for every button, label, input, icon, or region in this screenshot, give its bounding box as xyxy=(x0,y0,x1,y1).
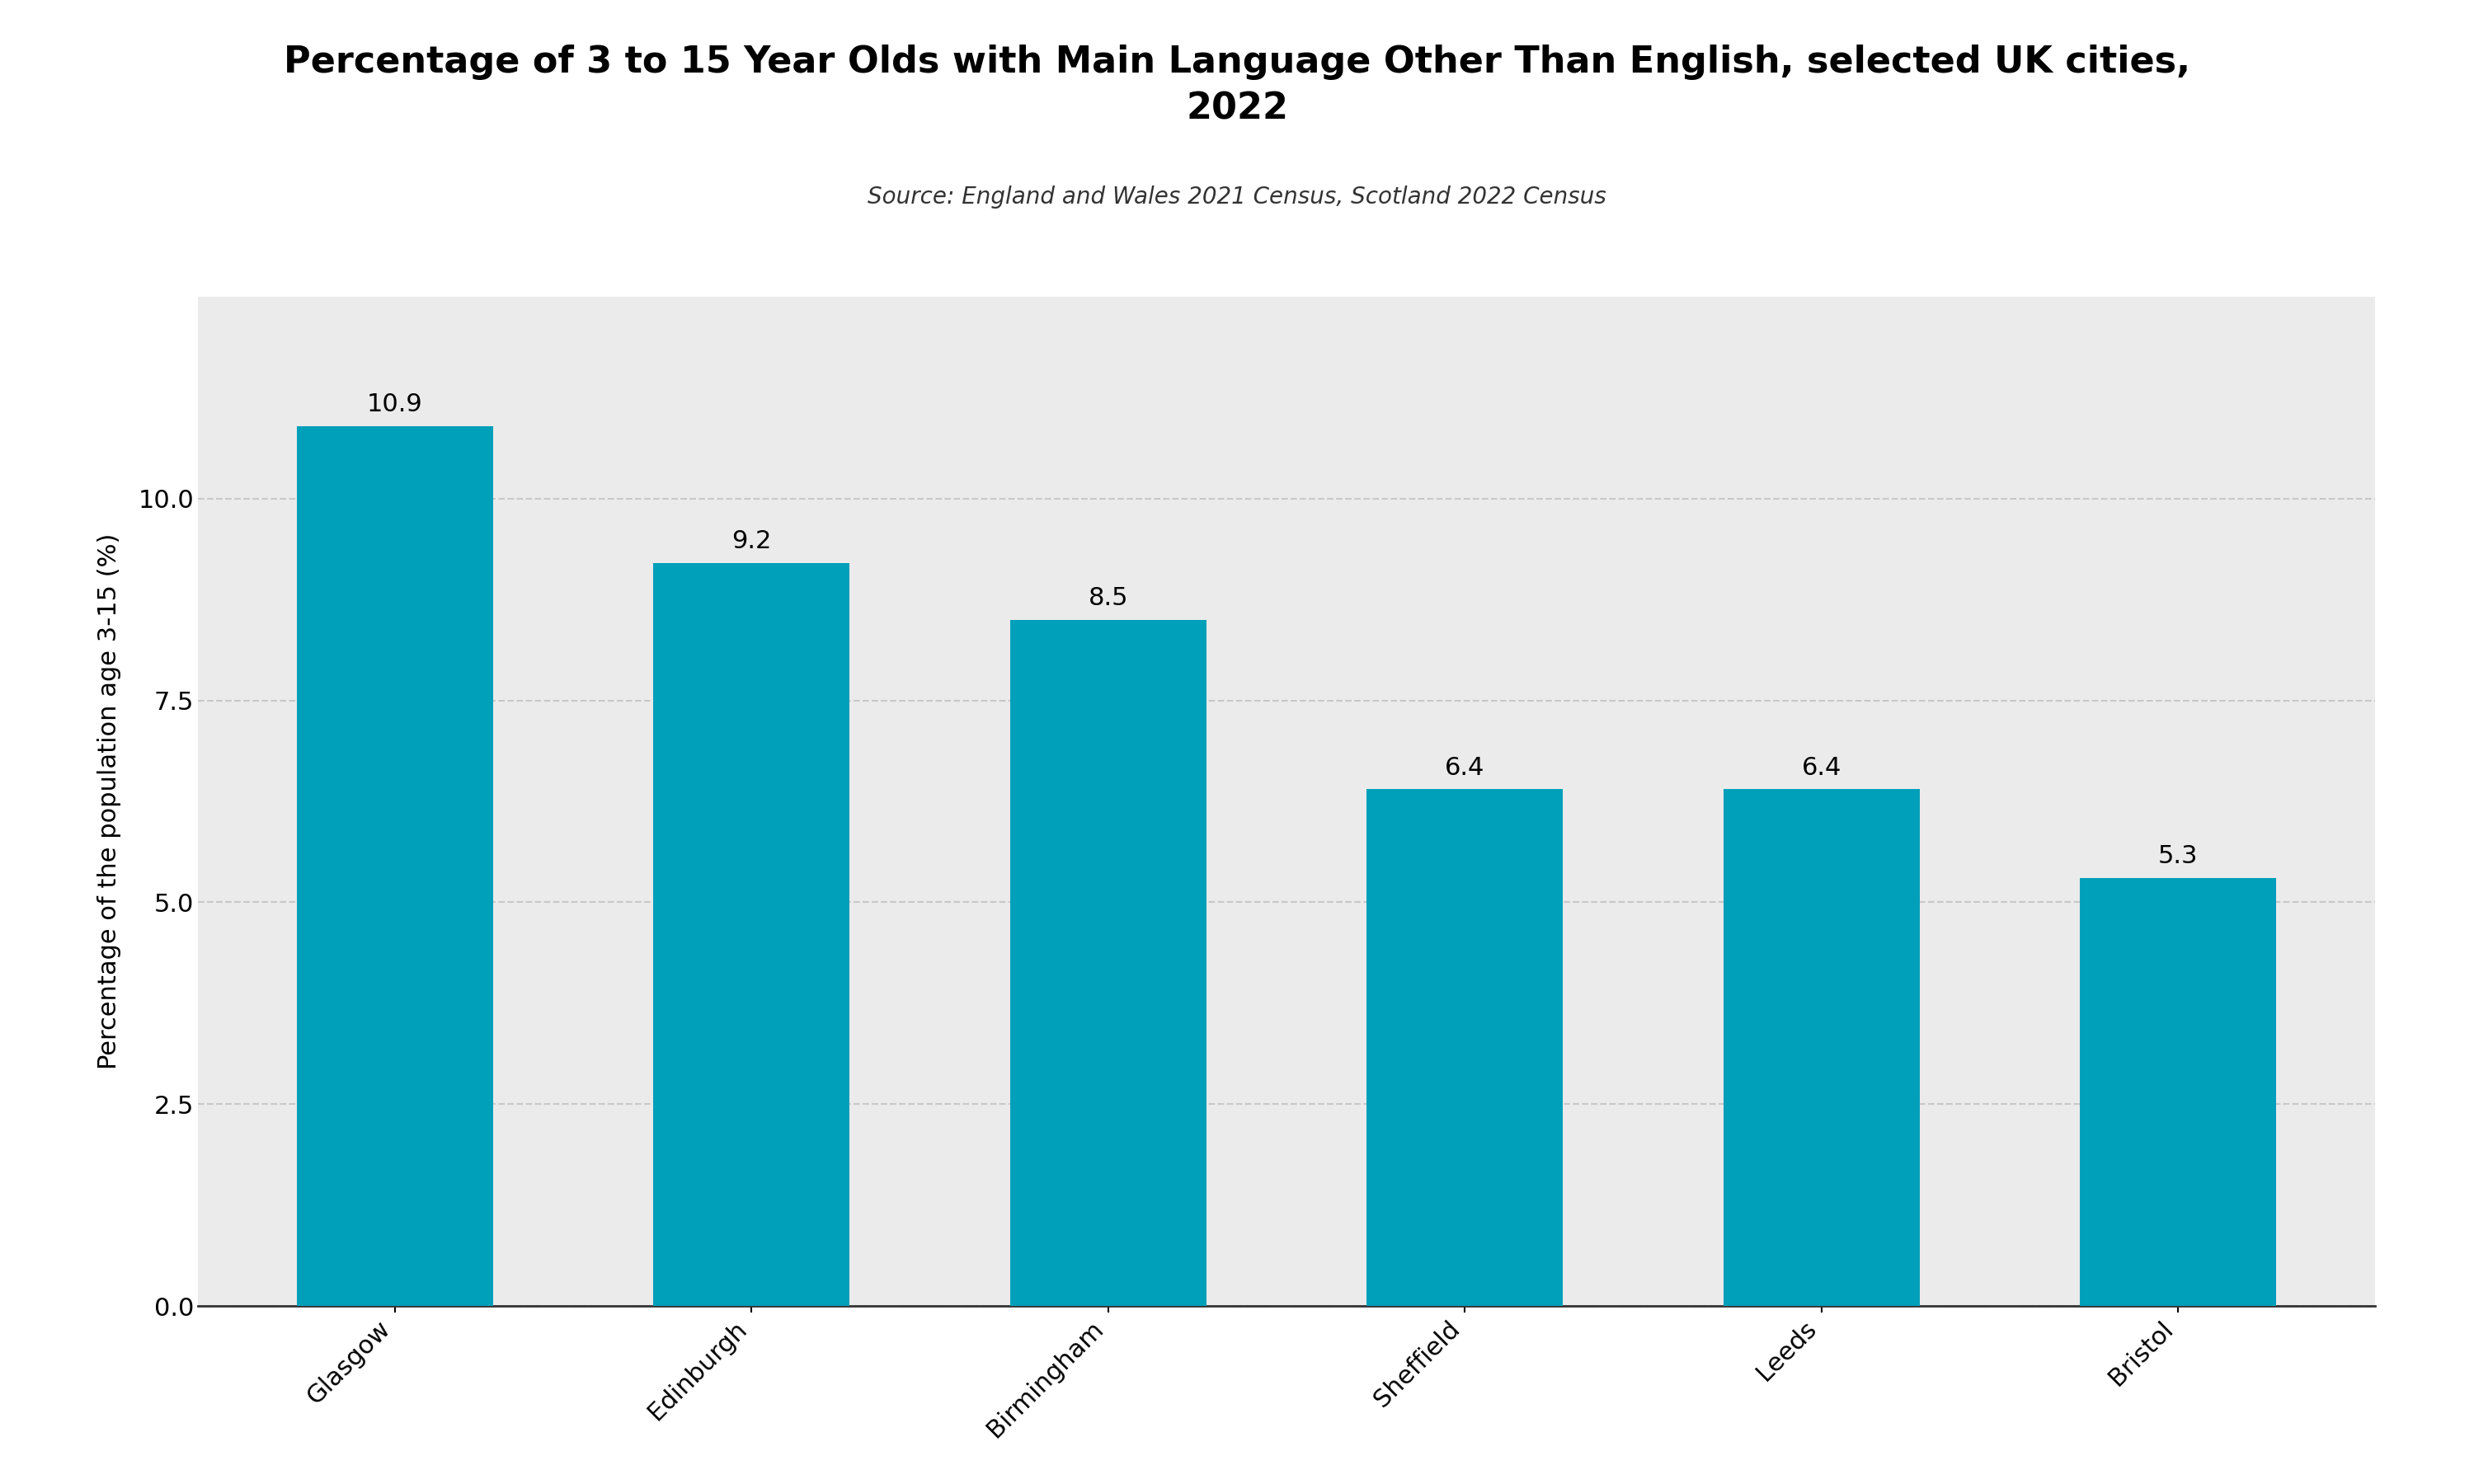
Bar xyxy=(653,564,849,1306)
Bar xyxy=(297,426,492,1306)
Text: 5.3: 5.3 xyxy=(2157,844,2197,868)
Bar xyxy=(2081,879,2276,1306)
Bar xyxy=(1724,789,1920,1306)
Text: 8.5: 8.5 xyxy=(1089,586,1128,610)
Text: 6.4: 6.4 xyxy=(1445,755,1484,779)
Bar xyxy=(1009,620,1207,1306)
Text: 9.2: 9.2 xyxy=(732,530,772,554)
Text: Percentage of 3 to 15 Year Olds with Main Language Other Than English, selected : Percentage of 3 to 15 Year Olds with Mai… xyxy=(285,45,2189,126)
Text: 10.9: 10.9 xyxy=(366,392,423,417)
Text: Source: England and Wales 2021 Census, Scotland 2022 Census: Source: England and Wales 2021 Census, S… xyxy=(868,186,1606,209)
Y-axis label: Percentage of the population age 3-15 (%): Percentage of the population age 3-15 (%… xyxy=(96,533,121,1070)
Bar xyxy=(1366,789,1564,1306)
Text: 6.4: 6.4 xyxy=(1801,755,1841,779)
